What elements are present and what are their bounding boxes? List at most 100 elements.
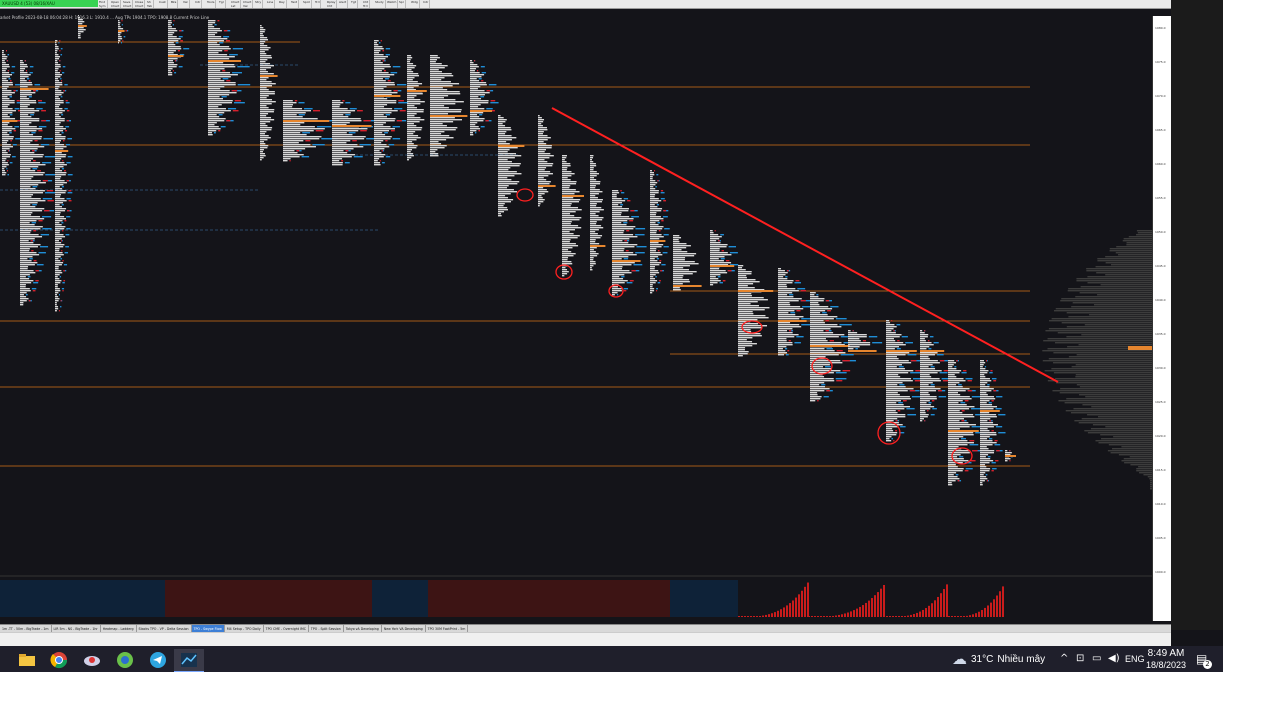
toolbar-button[interactable]: Val [182,0,190,8]
app-cloud-icon[interactable] [77,649,107,671]
language-indicator[interactable]: ENG [1125,654,1145,664]
session-tab[interactable]: LIR 5m - NS - BigTrade - 1hr [52,625,101,633]
weather-widget[interactable]: ☁ 31°C Nhiều mây [952,650,1045,668]
tpo-row [2,140,9,142]
toolbar-button[interactable]: Wdg [410,0,420,8]
toolbar-button[interactable]: Text [290,0,300,8]
toolbar-button[interactable]: Cht Trd [363,0,371,8]
toolbar-button[interactable]: Rplay Cht [327,0,338,8]
toolbar-button[interactable]: Watch [386,0,399,8]
delta-bar [623,290,627,292]
delta-bar [63,90,65,92]
toolbar-button[interactable]: Tgt [350,0,358,8]
tpo-row [673,277,683,279]
toolbar-button[interactable]: Chart Lst [231,0,242,8]
volume-bar [384,78,389,80]
toolbar-button[interactable]: Tools [206,0,217,8]
toolbar-button[interactable]: Open Chart [111,0,122,8]
tpo-row [407,65,417,67]
session-tab[interactable]: New York VA Developing [382,625,426,633]
volume-bar [717,276,721,278]
symbol-field[interactable]: XAUUSD 4 (53) 08/16/XAU [0,0,98,7]
network-icon[interactable]: ▭ [1092,653,1102,664]
volume-bar [886,616,888,617]
tpo-row [886,402,897,404]
tpo-row [778,272,788,274]
tpo-row [407,157,412,159]
delta-bar [64,170,66,172]
trading-app-icon[interactable] [174,649,204,672]
session-tab[interactable]: TPO CME - Overnight IMC [264,625,309,633]
session-tab[interactable]: M4 Setup - TPO Daily [225,625,264,633]
toolbar-button[interactable]: Sh Tab [147,0,155,8]
delta-bar [122,40,124,42]
volume-bar [891,438,894,440]
session-tab[interactable]: TPO - Swype Flow [191,625,225,633]
toolbar-button[interactable]: Tgl [218,0,226,8]
tpo-row [886,386,906,388]
meet-now-icon[interactable]: ⊡ [1076,653,1085,664]
toolbar-button[interactable]: Bks [170,0,179,8]
toolbar-button[interactable]: Chart Val [243,0,254,8]
market-profile-chart[interactable] [0,0,1152,624]
app-globe-icon[interactable] [110,649,140,671]
toolbar-button[interactable]: Close Chart [135,0,146,8]
tpo-row [920,374,930,376]
toolbar-button[interactable]: Study [374,0,386,8]
tpo-row [980,446,987,448]
tpo-row [810,308,833,310]
tpo-row [332,140,351,142]
tpo-row [498,201,512,203]
delta-bar [989,420,992,422]
toolbar-button[interactable]: Alert [338,0,349,8]
tpo-row [886,434,897,436]
toolbar-button[interactable]: Intr [422,0,431,8]
volume-bar [750,616,752,617]
tpo-row [810,330,824,332]
toolbar-button[interactable]: Intr [194,0,203,8]
toolbar-button[interactable]: Find Sym [99,0,108,8]
tpo-row [20,300,27,302]
volume-icon[interactable]: ◀) [1108,653,1120,664]
session-tab[interactable]: Stacks TPO - VP - Delta Session [137,625,192,633]
toolbar-button[interactable]: Ray [278,0,287,8]
notification-icon[interactable]: ▤ [1196,652,1208,666]
toolbar-button[interactable]: Trd [314,0,322,8]
clock[interactable]: 8:49 AM 18/8/2023 [1146,648,1186,671]
telegram-icon[interactable] [143,649,173,671]
tpo-row [470,82,487,84]
tpo-row [562,173,575,175]
toolbar-button[interactable]: Spr [398,0,407,8]
session-tab[interactable]: TPO - Split Session [309,625,344,633]
tpo-row [2,72,10,74]
toolbar-button[interactable]: Stry [254,0,264,8]
tpo-row [260,155,266,157]
toolbar-button[interactable]: Cust [158,0,168,8]
chrome-icon[interactable] [44,649,74,671]
volume-bar [991,462,996,464]
session-tab[interactable]: Tokyo vA Developing [344,625,382,633]
session-tab[interactable]: Heatmap - Ladderg [101,625,137,633]
tpo-row [590,261,596,263]
volume-bar [933,342,939,344]
toolbar-button[interactable]: Spot [302,0,312,8]
price-axis[interactable]: 1980.0 1975.0 1970.0 1965.0 1960.0 1955.0 1950… [1152,16,1172,621]
tpo-row [562,245,579,247]
toolbar-button[interactable]: Save Chart [123,0,134,8]
windows-taskbar: ☁ 31°C Nhiều mây ^ ⊡ ▭ ◀) ENG 8:49 AM 18… [0,646,1223,672]
tpo-row [886,432,898,434]
tpo-row [208,134,213,136]
delta-bar [41,120,47,122]
chevron-up-icon[interactable]: ^ [1060,653,1069,664]
tpo-row [920,372,938,374]
tpo-row [55,226,66,228]
tpo-row [948,436,964,438]
toolbar-button[interactable]: Line [266,0,276,8]
tpo-row [590,203,597,205]
session-tab[interactable]: 1m -TT - 50m - BigTrade - 1m [0,625,52,633]
volume-bar [880,588,882,617]
session-tab[interactable]: TPO 30M FootPrint - 5m [426,625,469,633]
delta-bar [59,50,61,52]
tpo-row [738,297,764,299]
file-explorer-icon[interactable] [12,649,42,671]
